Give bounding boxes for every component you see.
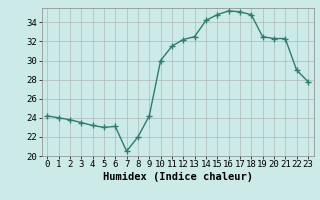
X-axis label: Humidex (Indice chaleur): Humidex (Indice chaleur) xyxy=(103,172,252,182)
